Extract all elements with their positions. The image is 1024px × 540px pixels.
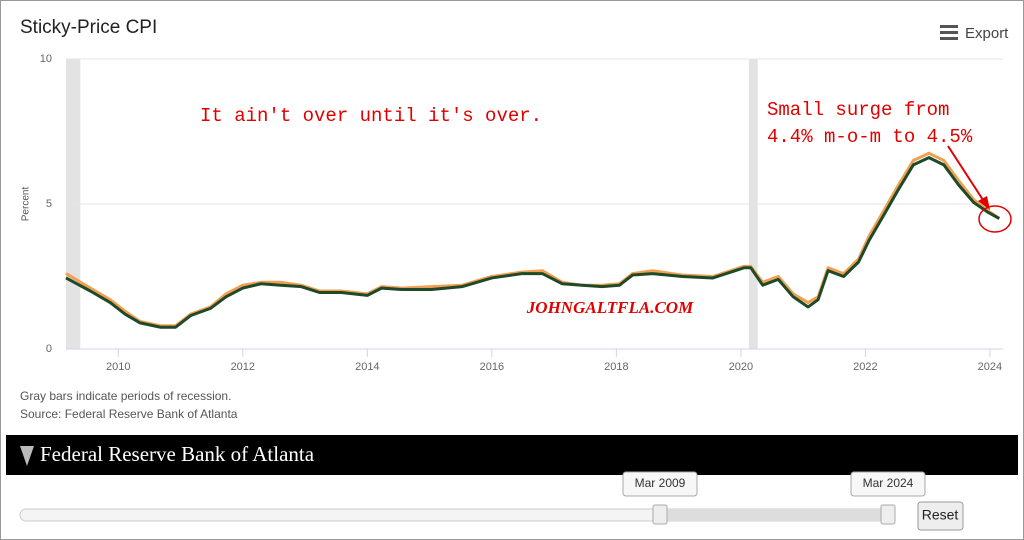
menu-icon: [940, 25, 958, 28]
x-tick-label: 2016: [480, 361, 504, 373]
series-line: [65, 156, 1000, 329]
export-label[interactable]: Export: [965, 25, 1009, 42]
reset-box[interactable]: [917, 501, 964, 531]
y-tick-label: 10: [40, 53, 52, 65]
slider-range: [660, 509, 888, 521]
slider-handle[interactable]: [880, 504, 896, 525]
x-tick-label: 2012: [231, 361, 255, 373]
chart-title: Sticky-Price CPI: [20, 17, 157, 38]
menu-icon: [940, 37, 958, 40]
x-tick-label: 2010: [106, 361, 130, 373]
x-tick-label: 2014: [355, 361, 379, 373]
x-tick-label: 2024: [978, 361, 1002, 373]
range-label-box: [850, 471, 926, 497]
banner-text: Federal Reserve Bank of Atlanta: [40, 442, 315, 466]
export-button[interactable]: Export: [940, 25, 1009, 42]
x-tick-label: 2018: [604, 361, 628, 373]
arrow-head: [978, 196, 990, 210]
slider-handle[interactable]: [652, 504, 668, 525]
y-axis-label: Percent: [21, 187, 32, 222]
y-tick-label: 0: [46, 343, 52, 355]
watermark: JOHNGALTFLA.COM: [526, 298, 694, 317]
annotation: Small surge from: [767, 99, 949, 121]
range-label-box: [622, 471, 698, 497]
banner: [6, 435, 1018, 475]
annotation: 4.4% m-o-m to 4.5%: [767, 126, 973, 148]
highlight-circle: [978, 205, 1012, 233]
annotation: It ain't over until it's over.: [200, 105, 542, 127]
x-tick-label: 2022: [853, 361, 877, 373]
y-tick-label: 5: [46, 198, 52, 210]
reset-button[interactable]: Reset: [917, 501, 964, 531]
note: Source: Federal Reserve Bank of Atlanta: [20, 407, 238, 421]
plot: 0 5 10 2010 2012 2014 2016 2018 2020 2022 2024: [40, 53, 1003, 373]
range-end: Mar 2024: [863, 476, 914, 490]
menu-icon: [940, 31, 958, 34]
reset-label[interactable]: Reset: [922, 507, 959, 523]
banner-logo: [20, 446, 34, 466]
arrow: [947, 145, 986, 204]
note: Gray bars indicate periods of recession.: [20, 389, 231, 403]
range-start: Mar 2009: [635, 476, 686, 490]
x-tick-label: 2020: [729, 361, 753, 373]
